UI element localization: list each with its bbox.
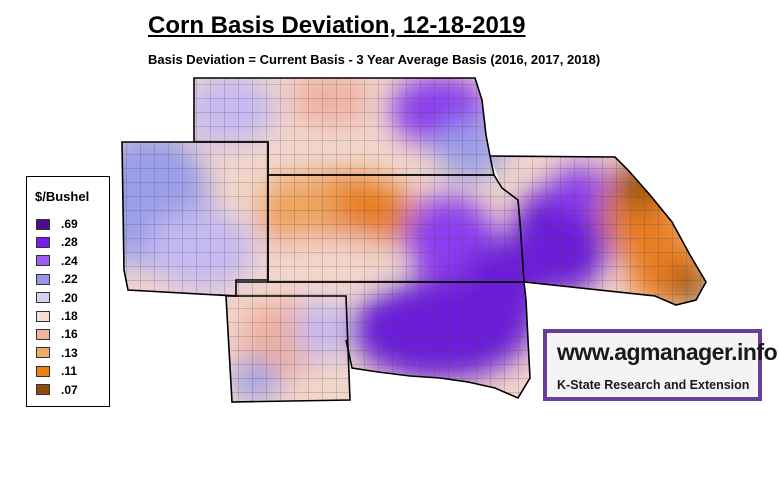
legend-swatch <box>36 328 50 340</box>
legend-swatch <box>36 255 50 267</box>
legend-item: .16 <box>36 327 78 341</box>
page-title: Corn Basis Deviation, 12-18-2019 <box>148 12 526 39</box>
legend-item: .07 <box>36 383 78 397</box>
oklahoma-border <box>236 281 531 400</box>
legend-label: .18 <box>61 309 78 323</box>
legend-label: .11 <box>61 364 78 379</box>
legend-item: .69 <box>36 217 78 231</box>
legend-label: .13 <box>61 345 78 360</box>
legend-item: .28 <box>36 235 78 249</box>
legend-label: .24 <box>61 253 78 268</box>
legend-swatch <box>36 347 50 359</box>
state-boundaries <box>121 77 707 403</box>
legend-swatch <box>36 365 50 377</box>
legend-swatch <box>36 310 50 322</box>
legend-item: .13 <box>36 346 78 360</box>
agmanager-logo: www.agmanager.info K-State Research and … <box>543 329 778 401</box>
legend-title: $/Bushel <box>35 189 90 204</box>
legend-item: .11 <box>36 364 77 378</box>
new-mexico-border <box>225 295 351 403</box>
missouri-border <box>489 155 707 306</box>
legend-label: .16 <box>61 327 78 342</box>
legend-swatch <box>36 218 50 230</box>
page-subtitle: Basis Deviation = Current Basis - 3 Year… <box>148 52 601 67</box>
logo-url: www.agmanager.info <box>557 339 778 365</box>
legend-item: .20 <box>36 291 78 305</box>
legend-item: .22 <box>36 272 78 286</box>
legend-label: .28 <box>61 235 78 250</box>
legend-label: .22 <box>61 272 78 287</box>
colorado-border <box>121 141 269 297</box>
legend: $/Bushel .69 .28 .24 .22 .20 .18 .16 .13 .11 .07 <box>26 176 110 407</box>
logo-organization: K-State Research and Extension <box>557 378 750 392</box>
legend-swatch <box>36 273 50 285</box>
legend-item: .18 <box>36 309 78 323</box>
legend-item: .24 <box>36 254 78 268</box>
legend-label: .07 <box>61 382 78 397</box>
legend-label: .69 <box>61 217 78 231</box>
legend-swatch <box>36 236 50 248</box>
legend-label: .20 <box>61 290 78 305</box>
legend-swatch <box>36 384 50 396</box>
legend-swatch <box>36 292 50 304</box>
